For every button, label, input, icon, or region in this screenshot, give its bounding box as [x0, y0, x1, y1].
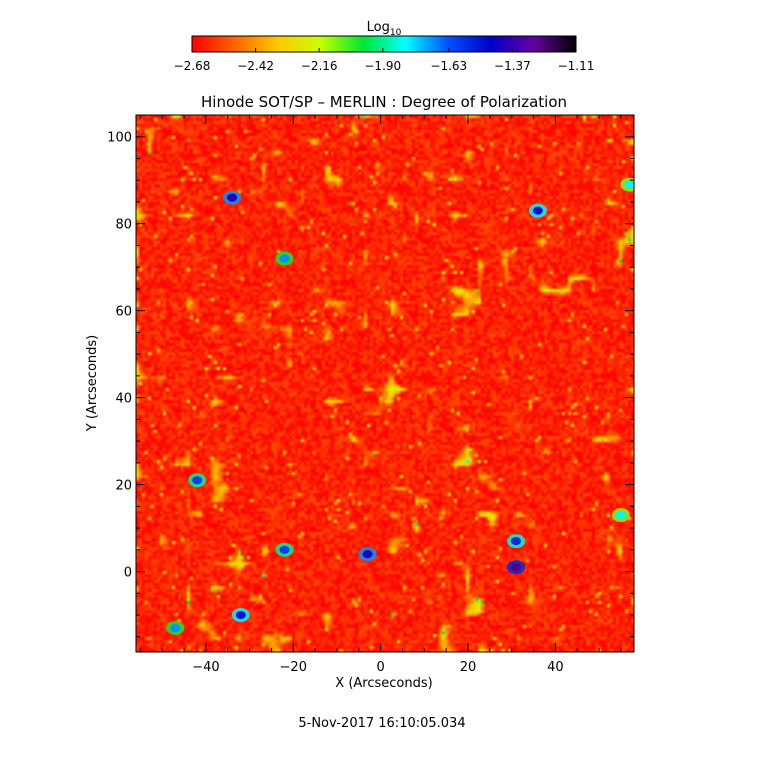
colorbar-tick-label: −1.90	[364, 59, 401, 73]
y-tick-label: 40	[115, 392, 132, 407]
y-tick-label: 80	[115, 218, 132, 233]
y-tick-label: 0	[124, 566, 132, 581]
feature-core	[615, 511, 626, 520]
colorbar-tick-label: −2.42	[237, 59, 274, 73]
plot-frame	[135, 114, 635, 653]
feature-core	[170, 624, 181, 633]
colorbar-tick-label: −2.16	[301, 59, 338, 73]
x-tick-label: −20	[280, 660, 307, 675]
colorbar-tick-label: −1.11	[558, 59, 595, 73]
feature-core	[279, 545, 290, 554]
x-axis: −40 −20 0 20 40	[139, 115, 622, 675]
plot-area: −40 −20 0 20 40 0 20 40 60 80 100	[107, 114, 635, 675]
feature-core	[235, 611, 246, 620]
chart-title: Hinode SOT/SP – MERLIN : Degree of Polar…	[201, 93, 567, 111]
x-axis-label: X (Arcseconds)	[335, 676, 432, 691]
feature-core	[624, 180, 634, 189]
x-tick-label: −40	[192, 660, 219, 675]
colorbar-label: Log10	[367, 20, 402, 38]
heatmap-image	[136, 115, 634, 652]
strong-polarization-features	[166, 177, 634, 636]
feature-core	[362, 550, 373, 559]
x-tick-label: 20	[460, 660, 477, 675]
feature-core	[192, 476, 203, 485]
colorbar-tick-label: −1.63	[430, 59, 467, 73]
y-tick-label: 100	[107, 131, 132, 146]
x-tick-label: 40	[547, 660, 564, 675]
feature-core	[511, 537, 522, 546]
colorbar-bar	[191, 35, 577, 53]
colorbar: Log10 −2.68 −2.42 −2.16 −1.90 −1.63 −1.37 −1.1…	[174, 20, 595, 73]
y-axis-label: Y (Arcseconds)	[85, 335, 100, 432]
feature-core	[279, 254, 290, 263]
colorbar-ticks: −2.68 −2.42 −2.16 −1.90 −1.63 −1.37 −1.11	[174, 48, 595, 73]
colorbar-tick-label: −1.37	[494, 59, 531, 73]
feature-core	[227, 193, 238, 202]
y-axis: 0 20 40 60 80 100	[107, 114, 634, 638]
timestamp: 5-Nov-2017 16:10:05.034	[298, 716, 465, 731]
y-tick-label: 20	[115, 479, 132, 494]
x-tick-label: 0	[376, 660, 384, 675]
feature-core	[511, 563, 522, 572]
colorbar-tick-label: −2.68	[174, 59, 211, 73]
feature-core	[532, 206, 543, 215]
y-tick-label: 60	[115, 305, 132, 320]
